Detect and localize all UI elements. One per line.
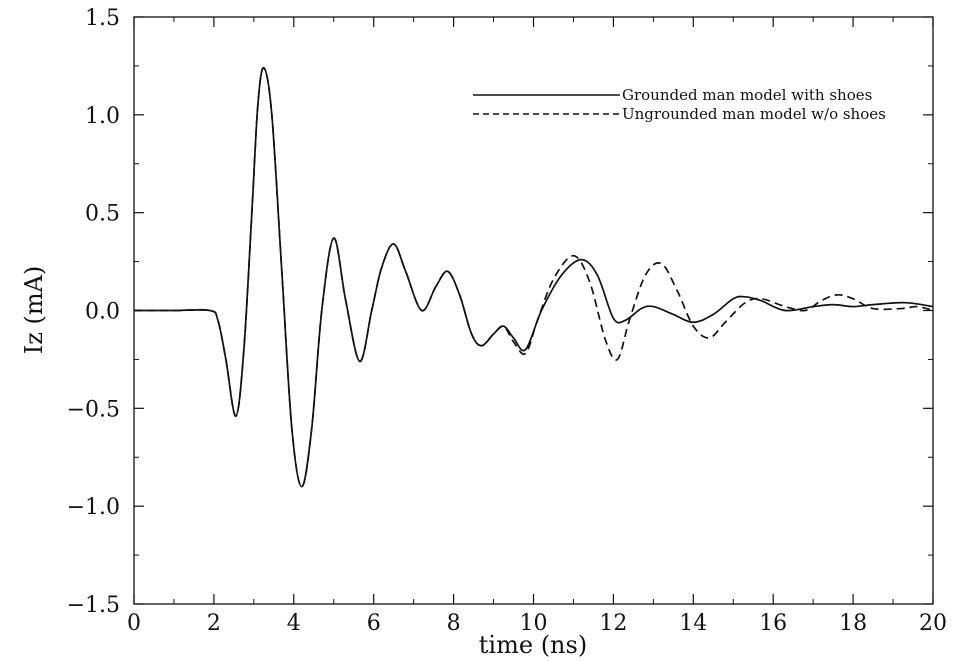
x-tick-label: 20 xyxy=(919,611,947,636)
series-lines xyxy=(134,67,934,488)
series-line-grounded xyxy=(134,67,934,488)
y-tick-label: −1.0 xyxy=(67,495,120,520)
y-tick-label: 0.0 xyxy=(85,300,120,325)
legend-label: Ungrounded man model w/o shoes xyxy=(622,105,886,123)
x-tick-label: 0 xyxy=(127,611,141,636)
x-tick-label: 18 xyxy=(839,611,867,636)
y-tick-label: −1.5 xyxy=(67,593,120,618)
legend-label: Grounded man model with shoes xyxy=(622,86,872,104)
x-tick-label: 8 xyxy=(447,611,461,636)
x-tick-label: 10 xyxy=(520,611,548,636)
y-tick-label: 1.0 xyxy=(85,104,120,129)
y-tick-label: 1.5 xyxy=(85,6,120,31)
x-axis-title: time (ns) xyxy=(479,631,587,659)
x-tick-label: 16 xyxy=(759,611,787,636)
legend: Grounded man model with shoesUngrounded … xyxy=(473,86,886,123)
x-tick-label: 4 xyxy=(287,611,301,636)
y-tick-label: −0.5 xyxy=(67,397,120,422)
axis-ticks xyxy=(133,16,934,605)
axis-tick-labels: 0 2 4 6 8 10 12 14 16 18 20 −1.5 −1.0 −0.5 0.0 0.5 1.0 1.… xyxy=(67,6,947,636)
x-tick-label: 6 xyxy=(367,611,381,636)
x-tick-label: 12 xyxy=(599,611,627,636)
x-tick-label: 14 xyxy=(679,611,707,636)
x-tick-label: 2 xyxy=(207,611,221,636)
y-axis-title: Iz (mA) xyxy=(20,266,48,355)
y-tick-label: 0.5 xyxy=(85,202,120,227)
series-line-ungrounded xyxy=(134,67,934,488)
